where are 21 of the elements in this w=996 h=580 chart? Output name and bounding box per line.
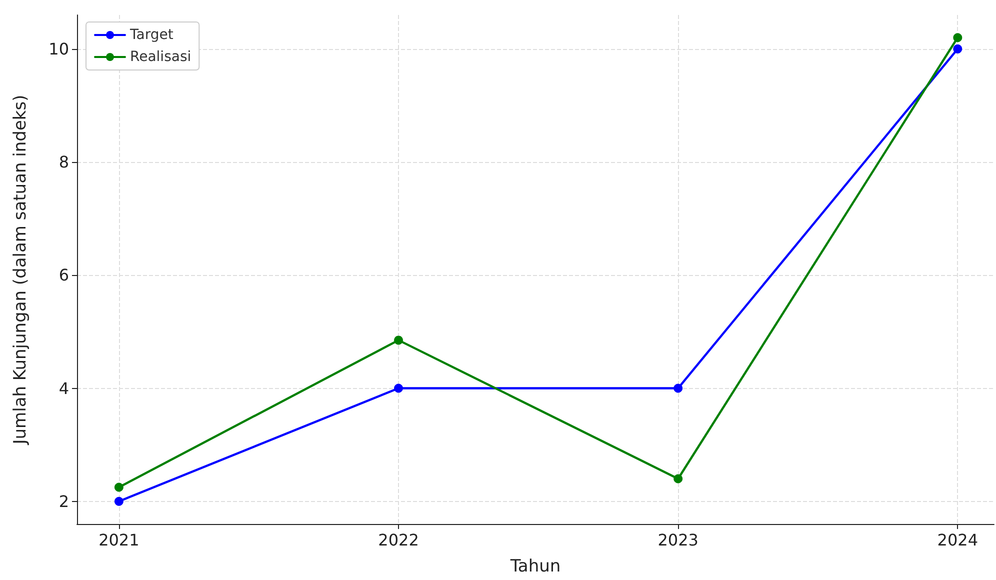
x-axis-title: Tahun <box>509 556 561 576</box>
y-tick-label: 10 <box>48 39 69 58</box>
point <box>114 496 124 506</box>
x-tick-label: 2021 <box>98 530 140 550</box>
point <box>114 482 124 492</box>
y-axis-title: Jumlah Kunjungan (dalam satuan indeks) <box>10 94 30 446</box>
x-tick-label: 2022 <box>378 530 419 550</box>
point <box>394 384 404 393</box>
point <box>674 474 683 484</box>
y-tick-label: 4 <box>58 378 69 398</box>
point <box>953 33 962 42</box>
point <box>953 44 962 54</box>
x-tick-label: 2023 <box>658 530 698 550</box>
point <box>674 384 683 393</box>
y-tick-label: 6 <box>58 266 69 285</box>
legend-label: Realisasi <box>130 49 192 65</box>
legend-label: Target <box>129 27 174 43</box>
point <box>394 336 404 345</box>
y-tick-label: 2 <box>58 492 69 511</box>
x-tick-label: 2024 <box>937 530 978 550</box>
y-tick-label: 8 <box>58 152 69 172</box>
